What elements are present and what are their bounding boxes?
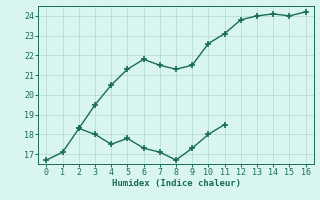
X-axis label: Humidex (Indice chaleur): Humidex (Indice chaleur): [111, 179, 241, 188]
